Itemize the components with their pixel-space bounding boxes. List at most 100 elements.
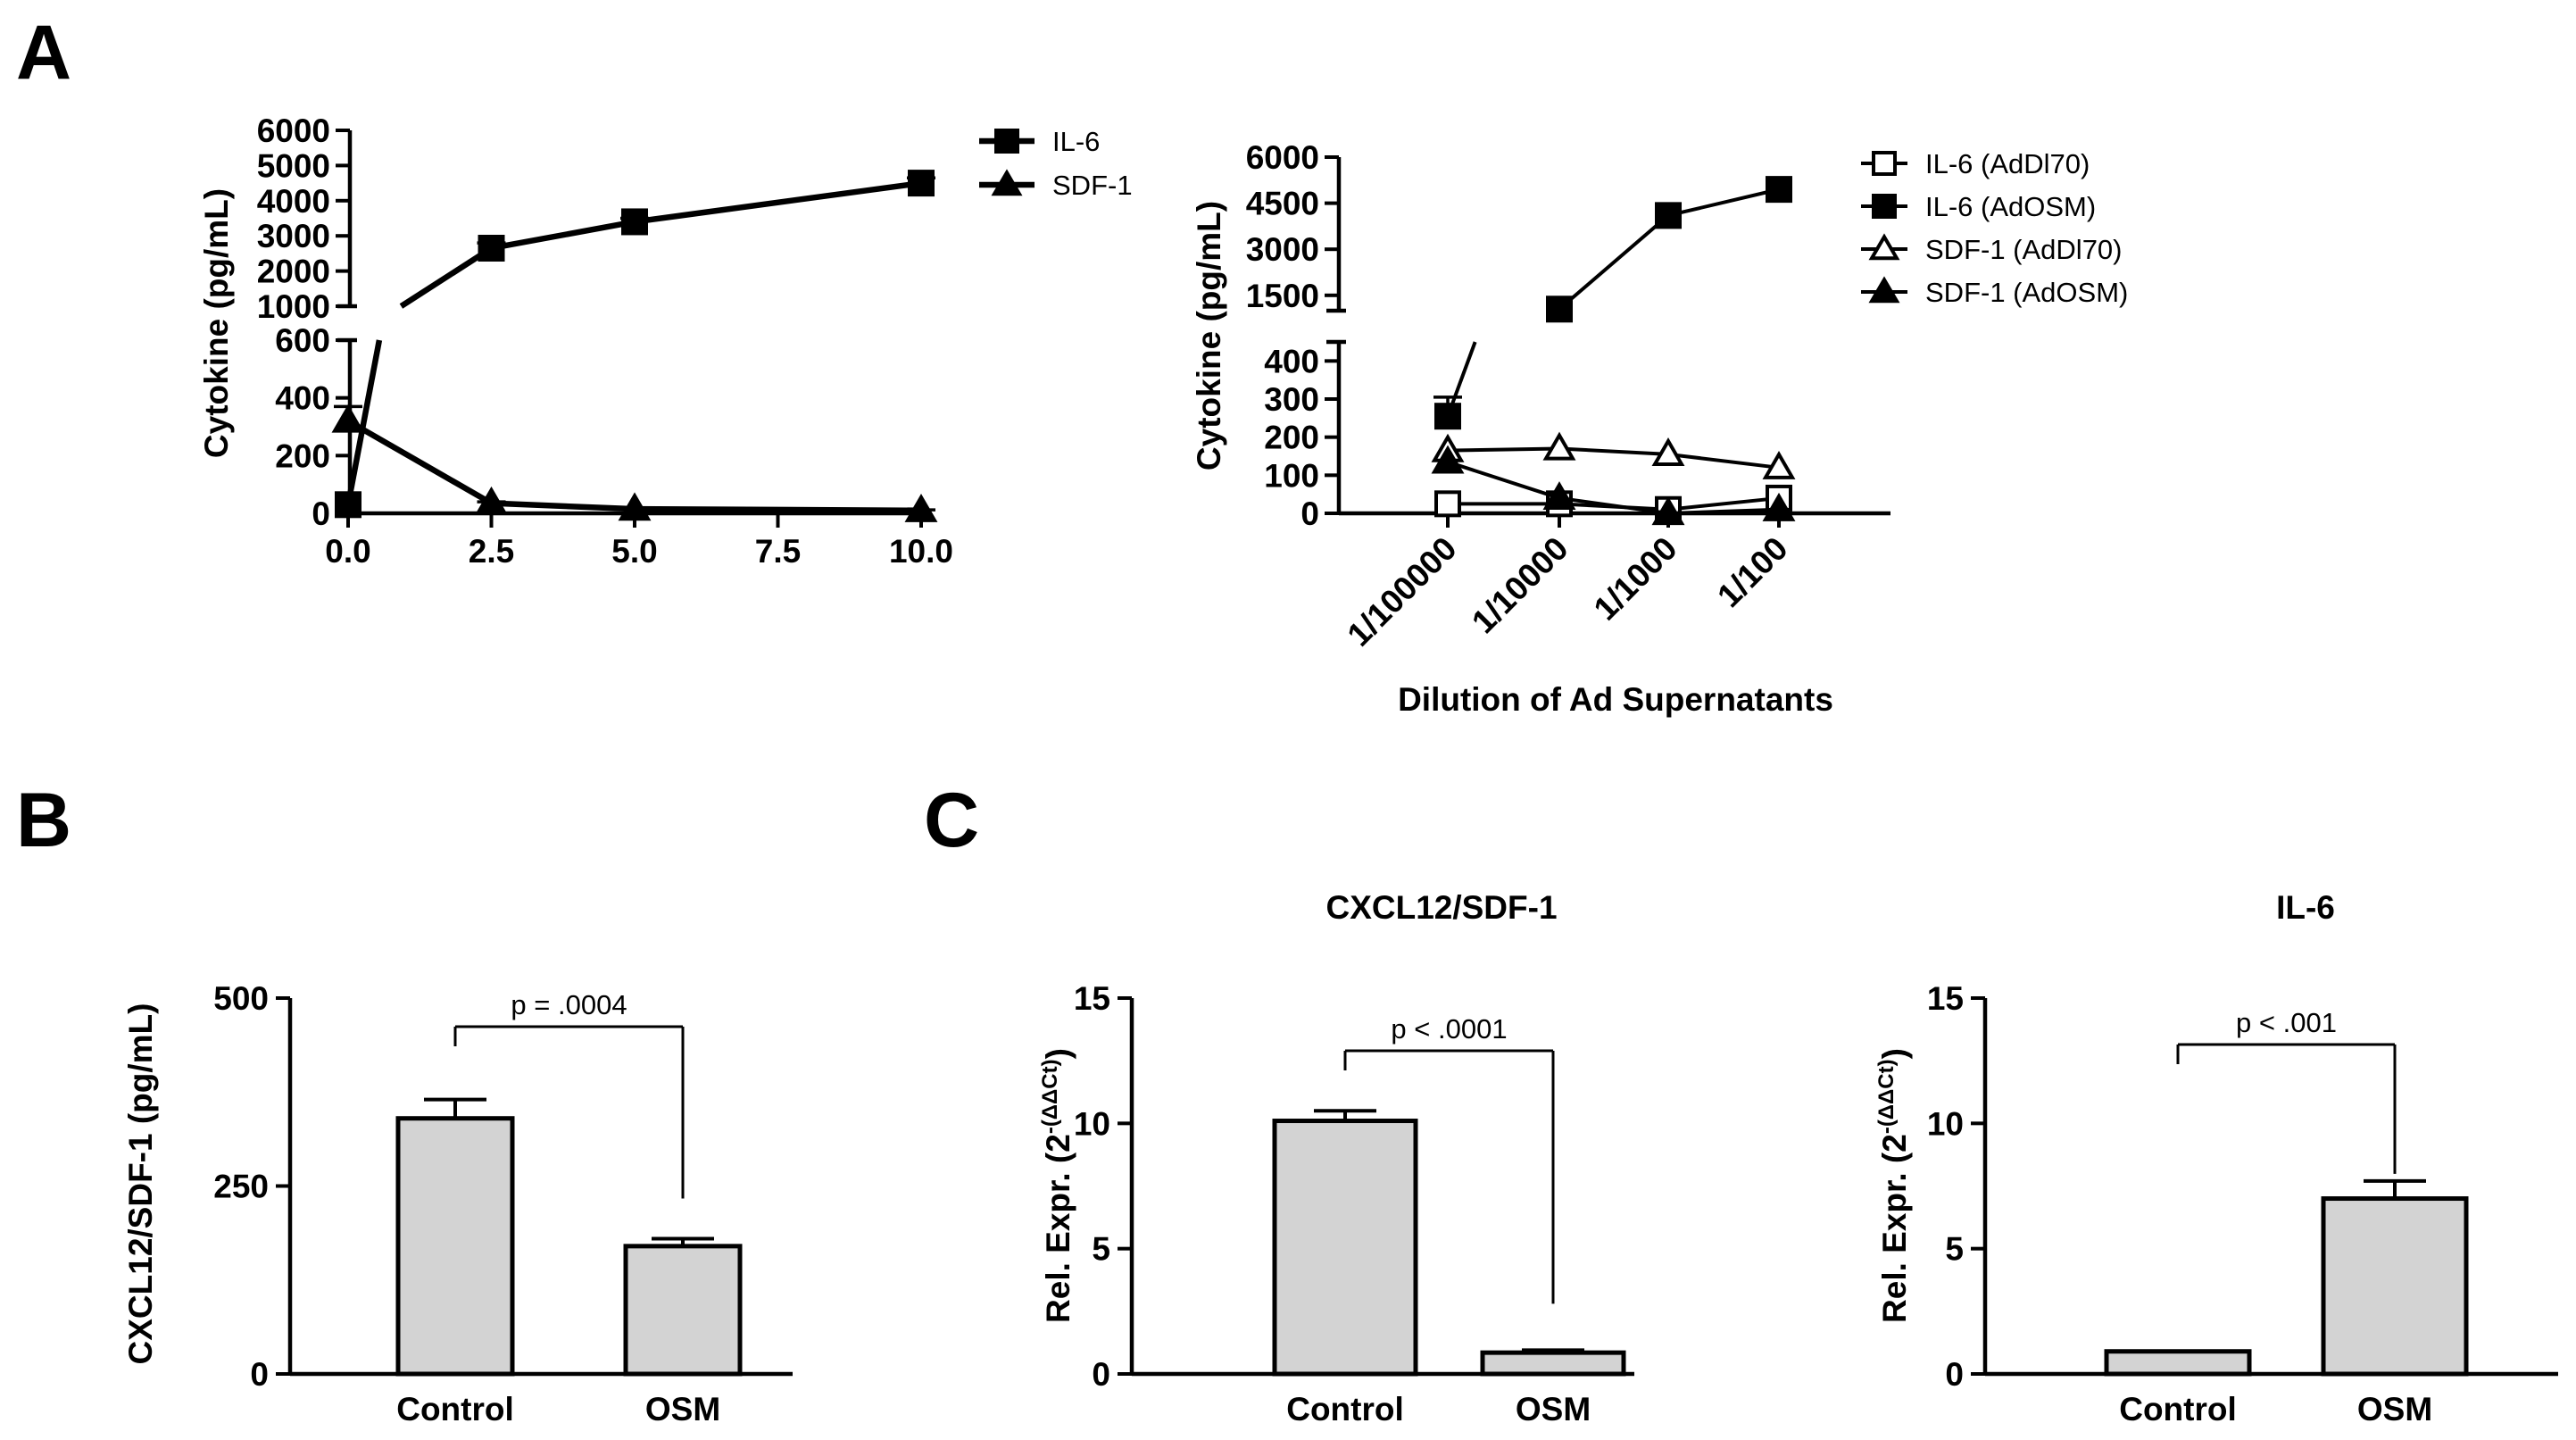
legend-marker <box>1868 233 1900 261</box>
legend-label: IL-6 (AdDl70) <box>1925 148 2090 179</box>
legend-label: SDF-1 (AdDl70) <box>1925 234 2123 265</box>
x-tick-label: 7.5 <box>755 533 801 570</box>
y-axis-title: Rel. Expr. (2-(ΔΔCt)) <box>1038 1048 1076 1323</box>
y-tick-label: 15 <box>1927 980 1964 1017</box>
y-tick-label: 0 <box>250 1356 269 1393</box>
x-tick-label: 1/100000 <box>1341 530 1464 653</box>
y-tick-label: 3000 <box>257 218 330 254</box>
series-line <box>1447 460 1560 500</box>
data-point <box>1434 490 1461 518</box>
y-axis-title-main: CXCL12/SDF-1 (pg/mL) <box>122 1003 159 1365</box>
series-line <box>1558 213 1670 311</box>
data-point <box>618 492 652 521</box>
x-tick-label: Control <box>1286 1391 1404 1428</box>
plot-title: IL-6 <box>2276 889 2335 926</box>
legend-marker <box>991 169 1023 196</box>
y-tick-label: 15 <box>1074 980 1110 1017</box>
data-point <box>475 486 508 515</box>
bar <box>1272 1119 1418 1377</box>
y-tick-label: 0 <box>1945 1356 1964 1393</box>
y-tick-label: 0 <box>312 495 330 532</box>
data-point <box>1762 450 1796 479</box>
data-point <box>1434 403 1461 430</box>
x-tick-label: 10.0 <box>889 533 953 570</box>
y-tick-label: 500 <box>213 980 269 1017</box>
legend-marker <box>1868 276 1900 304</box>
x-tick-label: 0.0 <box>325 533 370 570</box>
panel-label-b: B <box>16 778 71 863</box>
y-tick-label: 400 <box>1264 343 1319 379</box>
legend-label: SDF-1 <box>1052 170 1133 201</box>
series-line <box>1447 446 1560 453</box>
data-point <box>1762 492 1796 521</box>
series-line <box>634 179 922 225</box>
series-line <box>1558 446 1669 456</box>
y-tick-label: 1000 <box>257 288 330 325</box>
series-line <box>1558 495 1669 515</box>
data-point <box>335 491 361 519</box>
series-line <box>634 505 922 514</box>
data-point <box>1766 176 1792 204</box>
y-tick-label: 5000 <box>257 147 330 184</box>
data-point <box>478 234 505 262</box>
plot-title: CXCL12/SDF-1 <box>1325 889 1557 926</box>
p-value-annotation: p < .001 <box>2236 1007 2337 1038</box>
y-axis-title-main: Rel. Expr. (2 <box>1876 1134 1913 1323</box>
y-axis-title-close: ) <box>1040 1048 1076 1059</box>
y-tick-label: 200 <box>1264 420 1319 456</box>
x-tick-label: 1/1000 <box>1587 530 1684 628</box>
series-line <box>1667 452 1780 470</box>
y-axis-title: Rel. Expr. (2-(ΔΔCt)) <box>1874 1048 1913 1323</box>
y-tick-label: 2000 <box>257 254 330 290</box>
y-tick-label: 400 <box>275 380 330 417</box>
legend-marker <box>994 129 1019 154</box>
y-tick-label: 5 <box>1945 1231 1964 1268</box>
series-line <box>491 500 636 512</box>
data-point <box>908 170 935 197</box>
y-tick-label: 10 <box>1074 1105 1110 1142</box>
y-tick-label: 4000 <box>257 183 330 220</box>
y-axis-title: Cytokine (pg/mL) <box>1191 201 1227 470</box>
x-tick-label: OSM <box>1516 1391 1591 1428</box>
series-line <box>490 219 636 252</box>
y-tick-label: 250 <box>213 1169 269 1205</box>
legend-label: SDF-1 (AdOSM) <box>1925 277 2128 308</box>
bar <box>2321 1196 2469 1377</box>
y-tick-label: 0 <box>1092 1356 1110 1393</box>
p-value-annotation: p = .0004 <box>511 989 627 1020</box>
y-tick-label: 5 <box>1092 1231 1110 1268</box>
series-line <box>1667 187 1780 218</box>
x-axis-title: Dilution of Ad Supernatants <box>1398 681 1833 718</box>
y-tick-label: 1500 <box>1246 278 1319 314</box>
legend-marker <box>1872 194 1897 219</box>
panel-label-c: C <box>924 778 979 863</box>
series-line <box>346 418 494 506</box>
data-point <box>904 493 938 522</box>
series-line <box>1667 507 1780 515</box>
y-tick-label: 600 <box>275 322 330 359</box>
x-tick-label: OSM <box>645 1391 720 1428</box>
y-axis-title: Cytokine (pg/mL) <box>198 188 235 458</box>
data-point <box>1655 202 1682 229</box>
data-point <box>1542 431 1576 461</box>
x-tick-label: 1/10000 <box>1465 530 1575 641</box>
data-point <box>331 404 365 433</box>
x-tick-label: 1/100 <box>1710 530 1794 614</box>
panel-label-a: A <box>16 10 71 96</box>
series-line <box>399 246 494 309</box>
data-point <box>1431 445 1465 474</box>
y-tick-label: 4500 <box>1246 186 1319 222</box>
x-tick-label: 5.0 <box>611 533 657 570</box>
data-point <box>1651 496 1685 526</box>
series-line <box>1667 495 1780 512</box>
y-axis-title-main: Rel. Expr. (2 <box>1040 1134 1076 1323</box>
y-tick-label: 10 <box>1927 1105 1964 1142</box>
bar <box>2104 1349 2252 1377</box>
y-tick-label: 3000 <box>1246 231 1319 268</box>
data-point <box>1651 437 1685 466</box>
bar <box>395 1116 515 1377</box>
y-tick-label: 200 <box>275 437 330 474</box>
bar <box>623 1244 743 1377</box>
